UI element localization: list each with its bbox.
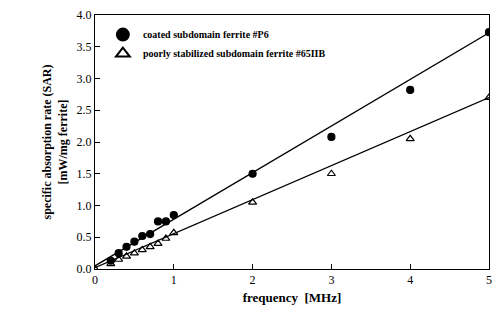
svg-text:0.0: 0.0 xyxy=(77,262,92,276)
svg-text:1.0: 1.0 xyxy=(77,199,92,213)
svg-text:1.5: 1.5 xyxy=(77,167,92,181)
svg-text:3.0: 3.0 xyxy=(77,72,92,86)
svg-text:2: 2 xyxy=(250,273,256,287)
svg-text:0.5: 0.5 xyxy=(77,230,92,244)
svg-text:3: 3 xyxy=(328,273,334,287)
svg-text:2.5: 2.5 xyxy=(77,103,92,117)
svg-text:0: 0 xyxy=(92,273,98,287)
svg-text:3.5: 3.5 xyxy=(77,40,92,54)
svg-text:specific absorption rate (SAR): specific absorption rate (SAR)[mW/mg fer… xyxy=(40,65,70,220)
svg-text:5: 5 xyxy=(486,273,492,287)
svg-text:2.0: 2.0 xyxy=(77,135,92,149)
svg-text:coated subdomain ferrite #P6: coated subdomain ferrite #P6 xyxy=(143,29,269,40)
svg-text:1: 1 xyxy=(171,273,177,287)
svg-text:4.0: 4.0 xyxy=(77,8,92,22)
svg-text:poorly stabilized subdomain fe: poorly stabilized subdomain ferrite #65I… xyxy=(143,48,326,59)
svg-text:4: 4 xyxy=(407,273,413,287)
svg-text:frequency [MHz]: frequency [MHz] xyxy=(243,290,342,305)
